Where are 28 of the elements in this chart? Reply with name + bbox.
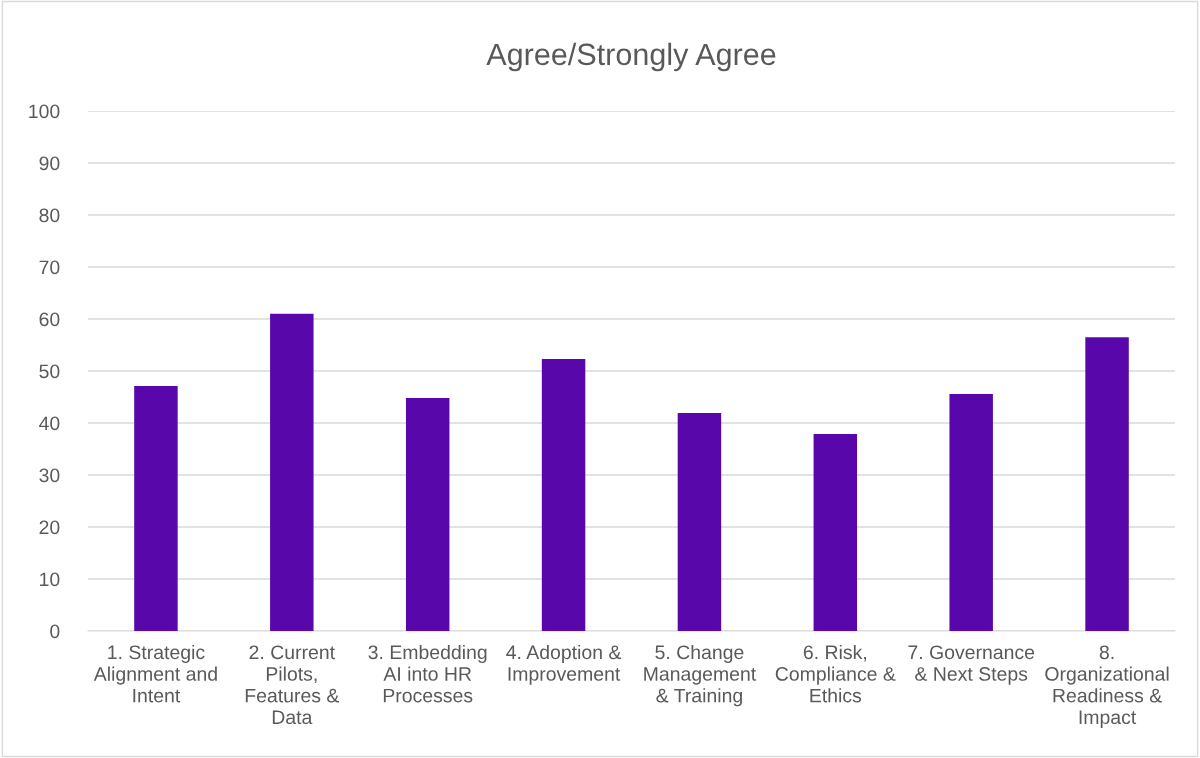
bar [134, 386, 178, 631]
y-tick-label: 0 [50, 624, 60, 639]
x-tick-label: 4. Adoption & Improvement [506, 644, 622, 685]
y-tick-label: 100 [29, 104, 60, 119]
bar [813, 433, 858, 631]
y-tick-label: 40 [39, 416, 60, 431]
x-tick-label: 6. Risk, Compliance & Ethics [775, 644, 896, 703]
y-tick-label: 30 [39, 468, 60, 483]
y-tick-label: 10 [40, 572, 60, 587]
x-tick-label: 2. Current Pilots, Features & Data [245, 645, 340, 725]
x-tick-label: 7. Governance & Next Steps [908, 645, 1035, 685]
x-tick-label: 5. Change Management & Training [644, 644, 757, 707]
y-tick-label: 20 [39, 520, 60, 535]
bar [270, 313, 314, 631]
chart-title: Agree/Strongly Agree [486, 42, 776, 72]
y-tick-label: 50 [39, 364, 60, 379]
x-tick-label: 3. Embedding AI into HR Processes [368, 644, 487, 703]
bar [677, 413, 722, 631]
y-tick-label: 90 [39, 156, 60, 171]
y-tick-label: 60 [39, 312, 60, 327]
bar [949, 393, 993, 631]
bar [541, 359, 586, 631]
x-tick-label: 8. Organizational Readiness & Impact [1045, 645, 1169, 728]
bar [405, 398, 450, 631]
x-tick-label: 1. Strategic Alignment and Intent [93, 644, 217, 703]
bar [1085, 337, 1129, 631]
y-tick-label: 70 [39, 260, 60, 275]
y-tick-label: 80 [39, 208, 60, 223]
